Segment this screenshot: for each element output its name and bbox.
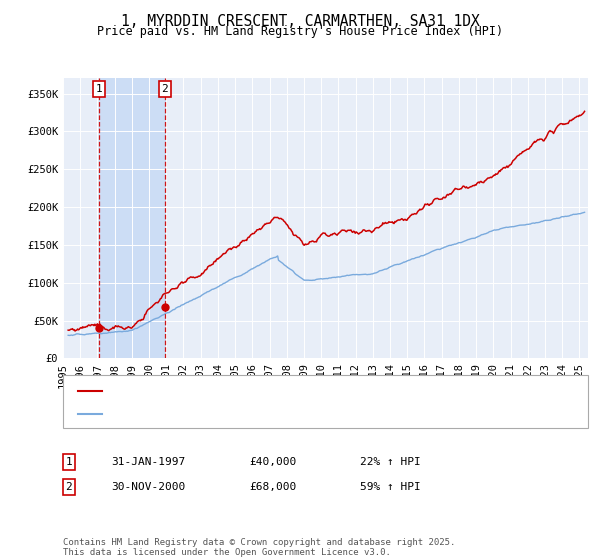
Text: 1: 1 bbox=[95, 84, 102, 94]
Text: HPI: Average price, semi-detached house, Carmarthenshire: HPI: Average price, semi-detached house,… bbox=[109, 408, 459, 418]
Text: 59% ↑ HPI: 59% ↑ HPI bbox=[360, 482, 421, 492]
Text: Price paid vs. HM Land Registry's House Price Index (HPI): Price paid vs. HM Land Registry's House … bbox=[97, 25, 503, 38]
Text: 30-NOV-2000: 30-NOV-2000 bbox=[111, 482, 185, 492]
Text: £40,000: £40,000 bbox=[249, 457, 296, 467]
Text: Contains HM Land Registry data © Crown copyright and database right 2025.
This d: Contains HM Land Registry data © Crown c… bbox=[63, 538, 455, 557]
Text: £68,000: £68,000 bbox=[249, 482, 296, 492]
Text: 2: 2 bbox=[65, 482, 73, 492]
Text: 22% ↑ HPI: 22% ↑ HPI bbox=[360, 457, 421, 467]
Text: 1: 1 bbox=[65, 457, 73, 467]
Bar bbox=[99, 78, 165, 358]
Text: 1, MYRDDIN CRESCENT, CARMARTHEN, SA31 1DX: 1, MYRDDIN CRESCENT, CARMARTHEN, SA31 1D… bbox=[121, 14, 479, 29]
Text: 2: 2 bbox=[161, 84, 168, 94]
Text: 31-JAN-1997: 31-JAN-1997 bbox=[111, 457, 185, 467]
Text: 1, MYRDDIN CRESCENT, CARMARTHEN, SA31 1DX (semi-detached house): 1, MYRDDIN CRESCENT, CARMARTHEN, SA31 1D… bbox=[109, 386, 503, 396]
